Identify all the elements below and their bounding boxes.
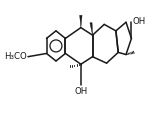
Text: H₃CO: H₃CO: [5, 52, 27, 61]
Text: OH: OH: [132, 17, 146, 26]
Polygon shape: [90, 23, 93, 35]
Polygon shape: [80, 15, 82, 28]
Text: OH: OH: [74, 86, 88, 96]
